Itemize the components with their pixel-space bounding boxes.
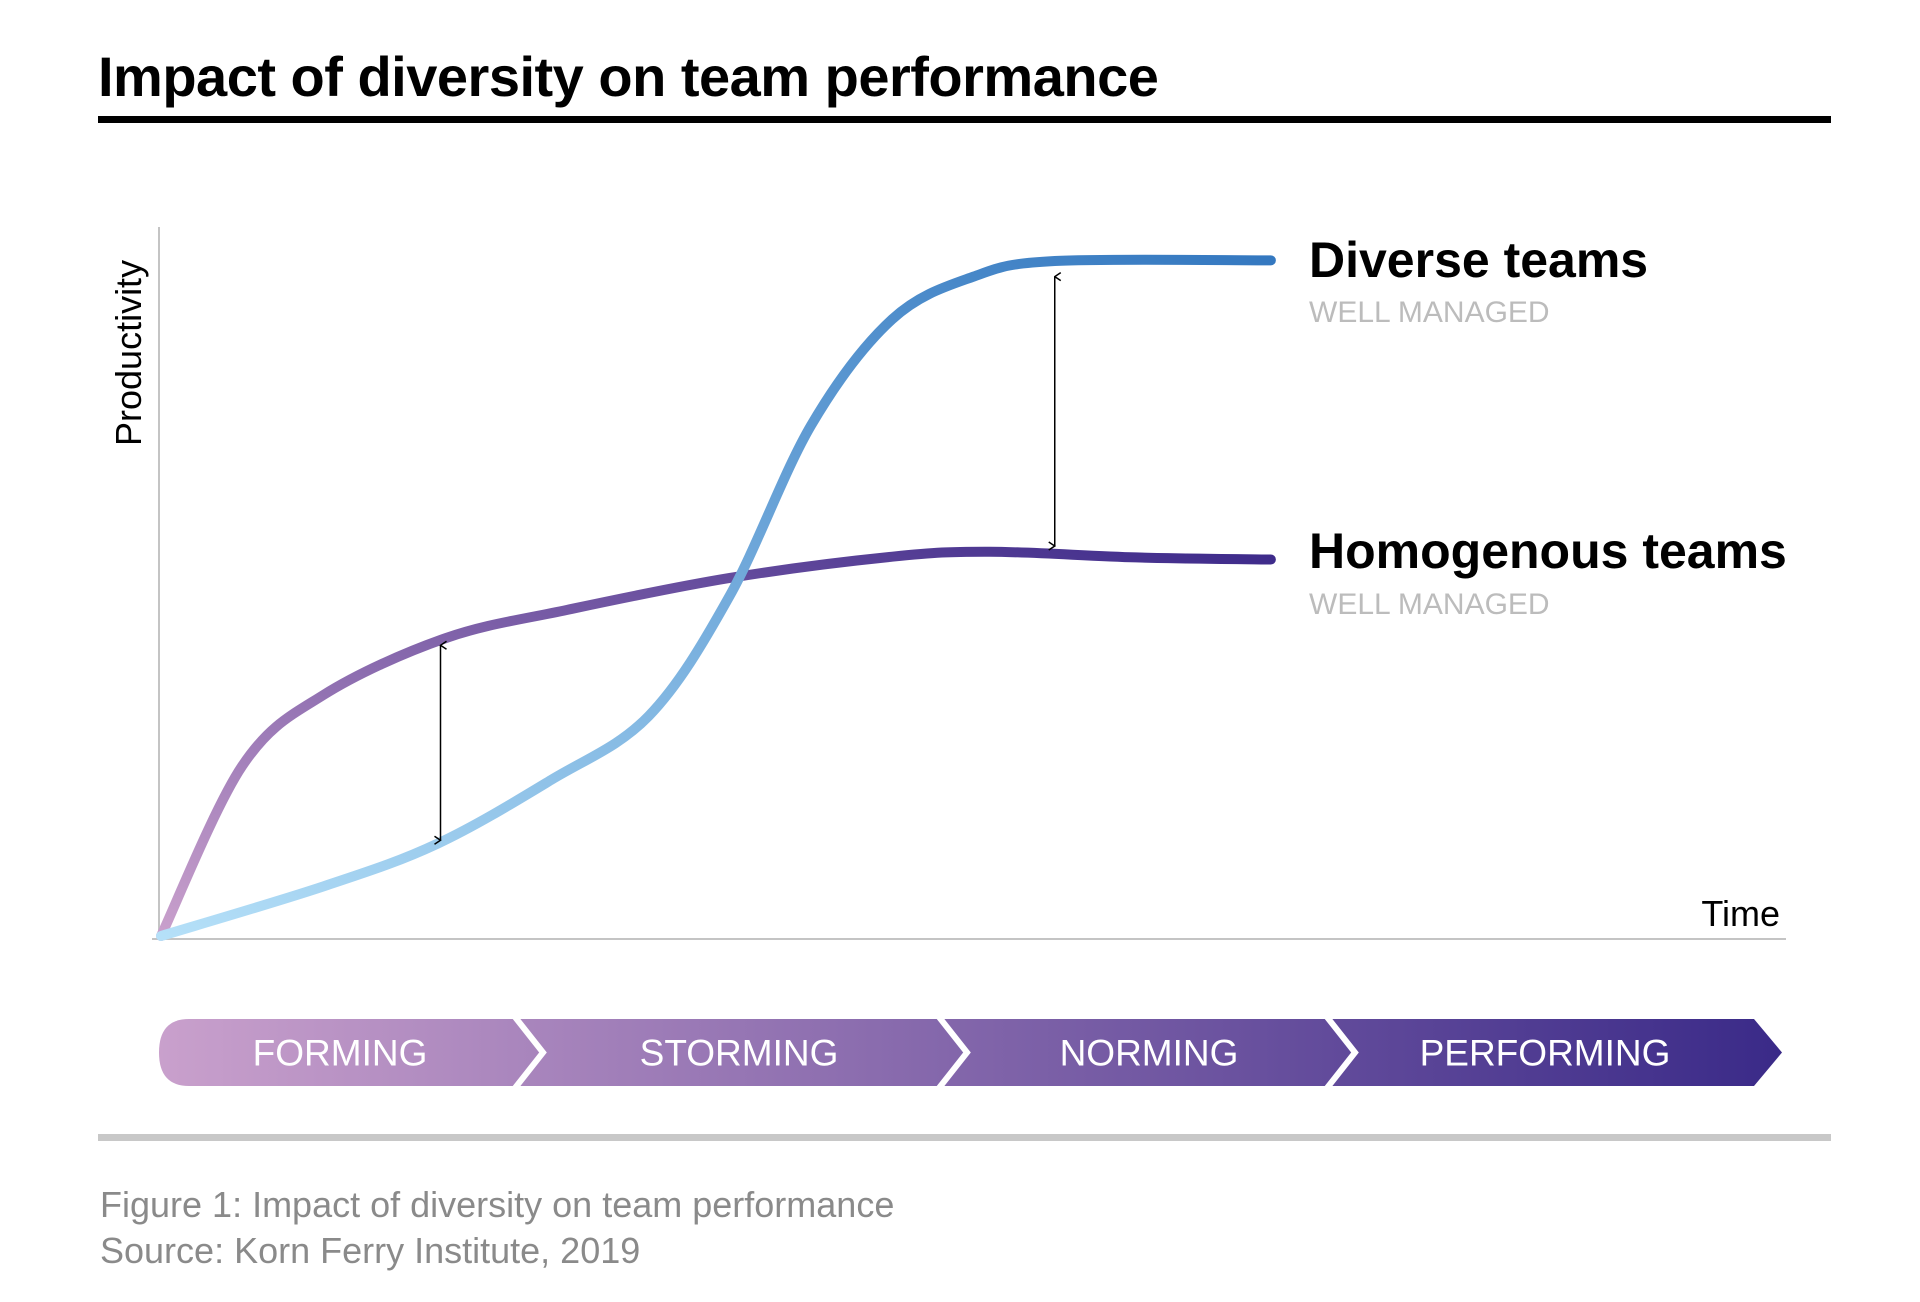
stage-label-performing: PERFORMING [1420, 1033, 1671, 1074]
stage-chevron-divider [1324, 1015, 1359, 1090]
source-caption: Source: Korn Ferry Institute, 2019 [100, 1230, 641, 1271]
stage-label-forming: FORMING [253, 1033, 428, 1074]
stage-chevron-divider [512, 1015, 547, 1090]
y-axis-label: Productivity [108, 260, 149, 446]
stage-label-storming: STORMING [640, 1033, 839, 1074]
series-sublabel-homogenous: WELL MANAGED [1309, 588, 1550, 621]
x-axis-label: Time [1701, 893, 1780, 934]
series-line-diverse-teams [156, 254, 1276, 941]
series-line-homogenous-teams [156, 546, 1276, 941]
title-rule [98, 116, 1831, 123]
chart-title: Impact of diversity on team performance [98, 45, 1159, 108]
stage-chevron-divider [936, 1015, 971, 1090]
series-sublabel-diverse: WELL MANAGED [1309, 296, 1550, 329]
figure-caption: Figure 1: Impact of diversity on team pe… [100, 1184, 895, 1225]
series-label-diverse: Diverse teams [1309, 232, 1648, 288]
stage-label-norming: NORMING [1060, 1033, 1239, 1074]
caption-rule [98, 1134, 1831, 1141]
series-label-homogenous: Homogenous teams [1309, 523, 1787, 579]
